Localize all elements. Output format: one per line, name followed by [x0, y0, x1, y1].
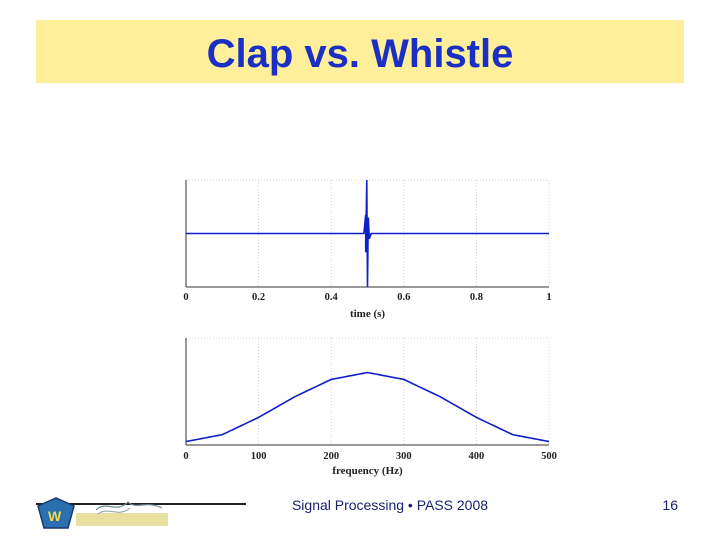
x-tick-label: 400	[469, 451, 485, 462]
x-tick-label: 200	[323, 451, 339, 462]
observatory-logo: W	[37, 497, 168, 529]
x-tick-label: 0.4	[325, 292, 339, 303]
x-tick-label: 0	[183, 451, 188, 462]
x-tick-label: 500	[541, 451, 557, 462]
x-tick-label: 0	[183, 292, 188, 303]
frequency-domain-chart: 0 100 200 300 400 500 frequency (Hz)	[183, 337, 557, 477]
x-axis-label: frequency (Hz)	[332, 465, 403, 477]
x-tick-label: 300	[396, 451, 412, 462]
series-line	[186, 179, 549, 288]
x-tick-label: 0.8	[470, 292, 483, 303]
x-tick-label: 1	[546, 292, 551, 303]
slide-title: Clap vs. Whistle	[206, 32, 514, 76]
footer-text: Signal Processing • PASS 2008	[291, 497, 489, 513]
logo-underline	[36, 503, 246, 505]
x-axis-label: time (s)	[350, 308, 385, 320]
x-tick-label: 100	[251, 451, 267, 462]
x-tick-label: 0.2	[252, 292, 265, 303]
page-number: 16	[662, 497, 678, 513]
series-line	[185, 371, 550, 443]
x-tick-label: 0.6	[397, 292, 410, 303]
title-band: Clap vs. Whistle	[36, 20, 684, 83]
svg-text:W: W	[48, 508, 62, 524]
time-domain-chart: 0 0.2 0.4 0.6 0.8 1 time (s)	[183, 179, 552, 320]
